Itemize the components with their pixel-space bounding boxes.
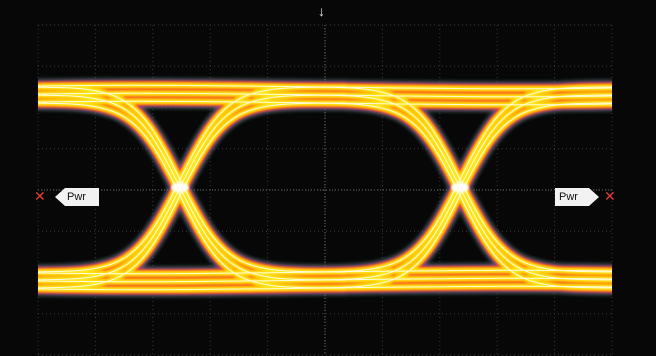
trace-layer-2: [38, 80, 612, 295]
eye-trace: [38, 285, 612, 291]
eye-trace: [38, 92, 612, 98]
trace-layer-4: [38, 83, 612, 292]
eye-trace: [38, 84, 612, 90]
eye-trace: [38, 102, 346, 289]
eye-trace: [38, 86, 346, 273]
eye-traces: [38, 78, 612, 297]
eye-crossing-point: [451, 182, 469, 193]
right-level-marker-icon[interactable]: ✕: [604, 188, 616, 204]
eye-trace: [294, 86, 612, 273]
left-level-marker-label[interactable]: Pwr: [55, 188, 99, 206]
trace-layer-5: [38, 84, 612, 291]
trigger-position-arrow-icon[interactable]: ↓: [318, 3, 325, 19]
eye-trace: [38, 100, 612, 106]
trace-layer-0: [38, 78, 612, 297]
right-level-marker-label[interactable]: Pwr: [555, 188, 599, 206]
trace-layer-3: [38, 82, 612, 293]
eye-crossing-point: [171, 182, 189, 193]
eye-trace: [294, 102, 612, 289]
eye-trace: [38, 277, 612, 283]
graticule: [37, 24, 613, 356]
trace-layer-1: [38, 79, 612, 296]
eye-trace: [38, 269, 612, 275]
left-level-marker-icon[interactable]: ✕: [34, 188, 46, 204]
